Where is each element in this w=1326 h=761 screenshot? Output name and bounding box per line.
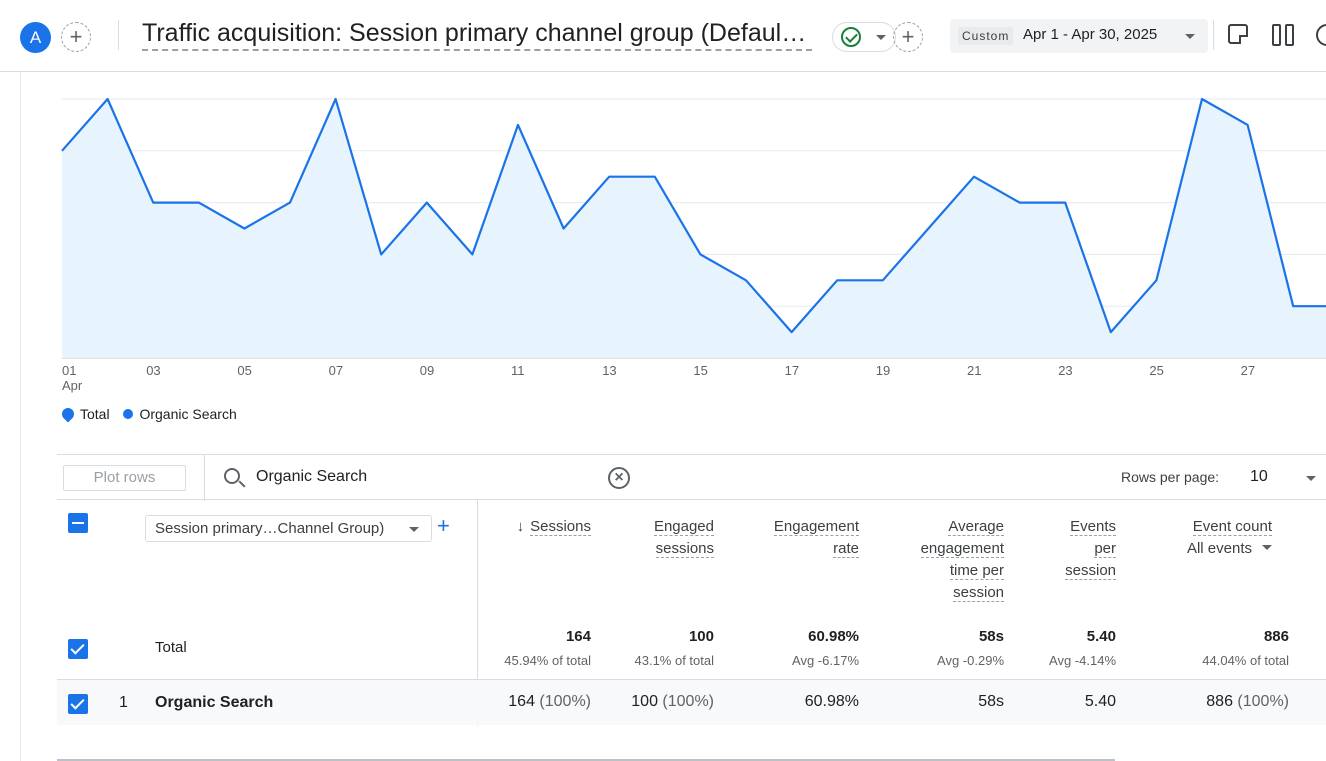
total-event-count: 886 <box>1263 628 1289 645</box>
column-header-avg-engagement-time[interactable]: Average engagement time per session <box>920 518 1004 602</box>
total-row-checkbox[interactable] <box>68 639 88 659</box>
x-tick-label: 01 <box>62 363 76 378</box>
total-sessions-sub: 45.94% of total <box>504 653 591 668</box>
dimension-select-label: Session primary…Channel Group) <box>155 520 385 537</box>
chevron-down-icon <box>876 35 886 40</box>
legend-item-organic-search[interactable]: Organic Search <box>123 406 237 422</box>
x-axis-ticks: 01 03 05 07 09 11 13 15 17 19 21 23 25 27 Apr <box>62 363 1255 393</box>
chevron-down-icon <box>409 527 419 532</box>
total-engagement-rate: 60.98% <box>808 628 859 645</box>
total-sessions: 164 <box>565 628 591 645</box>
table-row[interactable]: 1 Organic Search 164 (100%) 100 (100%) 6… <box>57 680 1326 725</box>
insights-icon[interactable] <box>1316 24 1326 46</box>
legend-total-label: Total <box>80 406 110 422</box>
chevron-down-icon <box>1185 34 1195 39</box>
account-avatar[interactable]: A <box>20 22 51 53</box>
dimension-column-divider <box>477 500 478 726</box>
total-engagement-rate-sub: Avg -6.17% <box>792 653 859 668</box>
row-event-count: 886 (100%) <box>1206 693 1289 710</box>
x-tick-label: 03 <box>146 363 160 378</box>
column-header-engaged-sessions[interactable]: Engaged sessions <box>653 518 714 558</box>
table-toolbar: Plot rows Organic Search × Rows per page… <box>57 454 1326 501</box>
date-range-value: Apr 1 - Apr 30, 2025 <box>1023 26 1158 43</box>
pin-icon <box>59 405 77 423</box>
report-status-chip[interactable] <box>832 22 896 52</box>
chart-area-fill <box>62 99 1326 358</box>
row-checkbox[interactable] <box>68 694 88 714</box>
add-filter-button[interactable]: + <box>893 22 923 52</box>
search-icon <box>224 468 240 484</box>
x-tick-label: 17 <box>785 363 799 378</box>
x-tick-label: 15 <box>693 363 707 378</box>
total-engaged-sessions-sub: 43.1% of total <box>634 653 715 668</box>
total-events-per-session-sub: Avg -4.14% <box>1049 653 1116 668</box>
column-header-engagement-rate[interactable]: Engagement rate <box>773 518 859 558</box>
share-report-icon[interactable] <box>1228 24 1248 44</box>
legend-series-label: Organic Search <box>139 406 237 422</box>
x-month-label: Apr <box>62 378 83 393</box>
total-row: Total 164 45.94% of total 100 43.1% of t… <box>57 620 1326 680</box>
chart-legend: Total Organic Search <box>59 405 247 423</box>
column-header-events-per-session[interactable]: Events per session <box>1065 518 1116 580</box>
row-index: 1 <box>119 694 128 711</box>
chevron-down-icon <box>1262 545 1272 550</box>
row-sessions: 164 (100%) <box>508 693 591 710</box>
compare-icon[interactable] <box>1272 24 1296 46</box>
report-header: A + Traffic acquisition: Session primary… <box>0 0 1326 72</box>
row-engagement-rate: 60.98% <box>804 693 859 710</box>
legend-item-total[interactable]: Total <box>59 405 110 423</box>
column-header-sessions[interactable]: ↓ Sessions <box>516 518 591 536</box>
chart-series-line <box>61 97 1326 334</box>
date-range-picker[interactable]: Custom Apr 1 - Apr 30, 2025 <box>950 19 1208 53</box>
event-count-filter[interactable]: All events <box>1187 540 1272 557</box>
row-avg-engagement-time: 58s <box>978 693 1004 710</box>
total-engaged-sessions: 100 <box>688 628 714 645</box>
x-tick-label: 27 <box>1241 363 1255 378</box>
add-dimension-button[interactable]: + <box>437 513 450 538</box>
plot-rows-button[interactable]: Plot rows <box>63 465 186 491</box>
search-input[interactable]: Organic Search <box>256 468 368 485</box>
total-label: Total <box>155 639 187 656</box>
select-all-checkbox[interactable] <box>68 513 88 533</box>
table-bottom-border <box>57 759 1115 761</box>
row-engaged-sessions: 100 (100%) <box>631 693 714 710</box>
x-tick-label: 21 <box>967 363 981 378</box>
add-comparison-button[interactable]: + <box>61 22 91 52</box>
rows-per-page-select[interactable]: 10 <box>1250 468 1268 485</box>
total-event-count-sub: 44.04% of total <box>1202 653 1289 668</box>
date-custom-label: Custom <box>958 27 1014 45</box>
chevron-down-icon[interactable] <box>1306 476 1316 481</box>
x-tick-label: 11 <box>511 363 525 378</box>
header-divider <box>118 20 119 50</box>
total-events-per-session: 5.40 <box>1086 628 1116 645</box>
report-title[interactable]: Traffic acquisition: Session primary cha… <box>142 18 812 51</box>
total-avg-engagement-time-sub: Avg -0.29% <box>937 653 1004 668</box>
x-tick-label: 23 <box>1058 363 1072 378</box>
data-table: Session primary…Channel Group) + ↓ Sessio… <box>57 500 1326 726</box>
left-border <box>20 72 21 761</box>
check-circle-icon <box>841 27 861 47</box>
column-header-event-count[interactable]: Event count All events <box>1186 518 1272 557</box>
x-tick-label: 13 <box>602 363 616 378</box>
dimension-select[interactable]: Session primary…Channel Group) <box>145 515 432 542</box>
x-tick-label: 07 <box>329 363 343 378</box>
sort-descending-icon: ↓ <box>516 518 525 535</box>
rows-per-page-label: Rows per page: <box>1121 469 1220 485</box>
clear-search-icon[interactable]: × <box>608 467 630 489</box>
x-tick-label: 05 <box>237 363 251 378</box>
series-dot-icon <box>123 409 134 419</box>
toolbar-divider <box>204 455 205 501</box>
x-tick-label: 25 <box>1149 363 1163 378</box>
x-tick-label: 19 <box>876 363 890 378</box>
sessions-line-chart: 01 03 05 07 09 11 13 15 17 19 21 23 25 27 Apr <box>61 97 1326 393</box>
row-events-per-session: 5.40 <box>1084 693 1116 710</box>
header-divider <box>1213 20 1214 50</box>
row-dimension-value: Organic Search <box>155 694 274 711</box>
x-tick-label: 09 <box>420 363 434 378</box>
total-avg-engagement-time: 58s <box>978 628 1004 645</box>
